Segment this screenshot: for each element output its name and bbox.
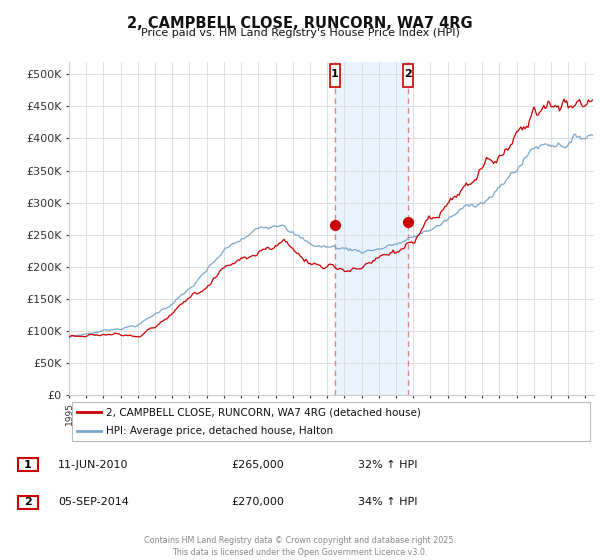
FancyBboxPatch shape	[18, 496, 38, 509]
Text: 05-SEP-2014: 05-SEP-2014	[58, 497, 129, 507]
Text: 11-JUN-2010: 11-JUN-2010	[58, 460, 128, 470]
Text: 32% ↑ HPI: 32% ↑ HPI	[358, 460, 417, 470]
Text: 2: 2	[404, 69, 412, 80]
Text: 2: 2	[24, 497, 32, 507]
Text: 2, CAMPBELL CLOSE, RUNCORN, WA7 4RG (detached house): 2, CAMPBELL CLOSE, RUNCORN, WA7 4RG (det…	[106, 407, 421, 417]
FancyBboxPatch shape	[18, 458, 38, 472]
FancyBboxPatch shape	[71, 402, 590, 441]
Text: Contains HM Land Registry data © Crown copyright and database right 2025.
This d: Contains HM Land Registry data © Crown c…	[144, 536, 456, 557]
Text: 2, CAMPBELL CLOSE, RUNCORN, WA7 4RG: 2, CAMPBELL CLOSE, RUNCORN, WA7 4RG	[127, 16, 473, 31]
Text: HPI: Average price, detached house, Halton: HPI: Average price, detached house, Halt…	[106, 426, 333, 436]
Text: Price paid vs. HM Land Registry's House Price Index (HPI): Price paid vs. HM Land Registry's House …	[140, 28, 460, 38]
FancyBboxPatch shape	[403, 64, 413, 87]
Text: £265,000: £265,000	[231, 460, 284, 470]
Bar	[335, 62, 408, 395]
Text: £270,000: £270,000	[231, 497, 284, 507]
Text: 1: 1	[331, 69, 338, 80]
Text: 1: 1	[24, 460, 32, 470]
FancyBboxPatch shape	[329, 64, 340, 87]
Text: 34% ↑ HPI: 34% ↑ HPI	[358, 497, 417, 507]
